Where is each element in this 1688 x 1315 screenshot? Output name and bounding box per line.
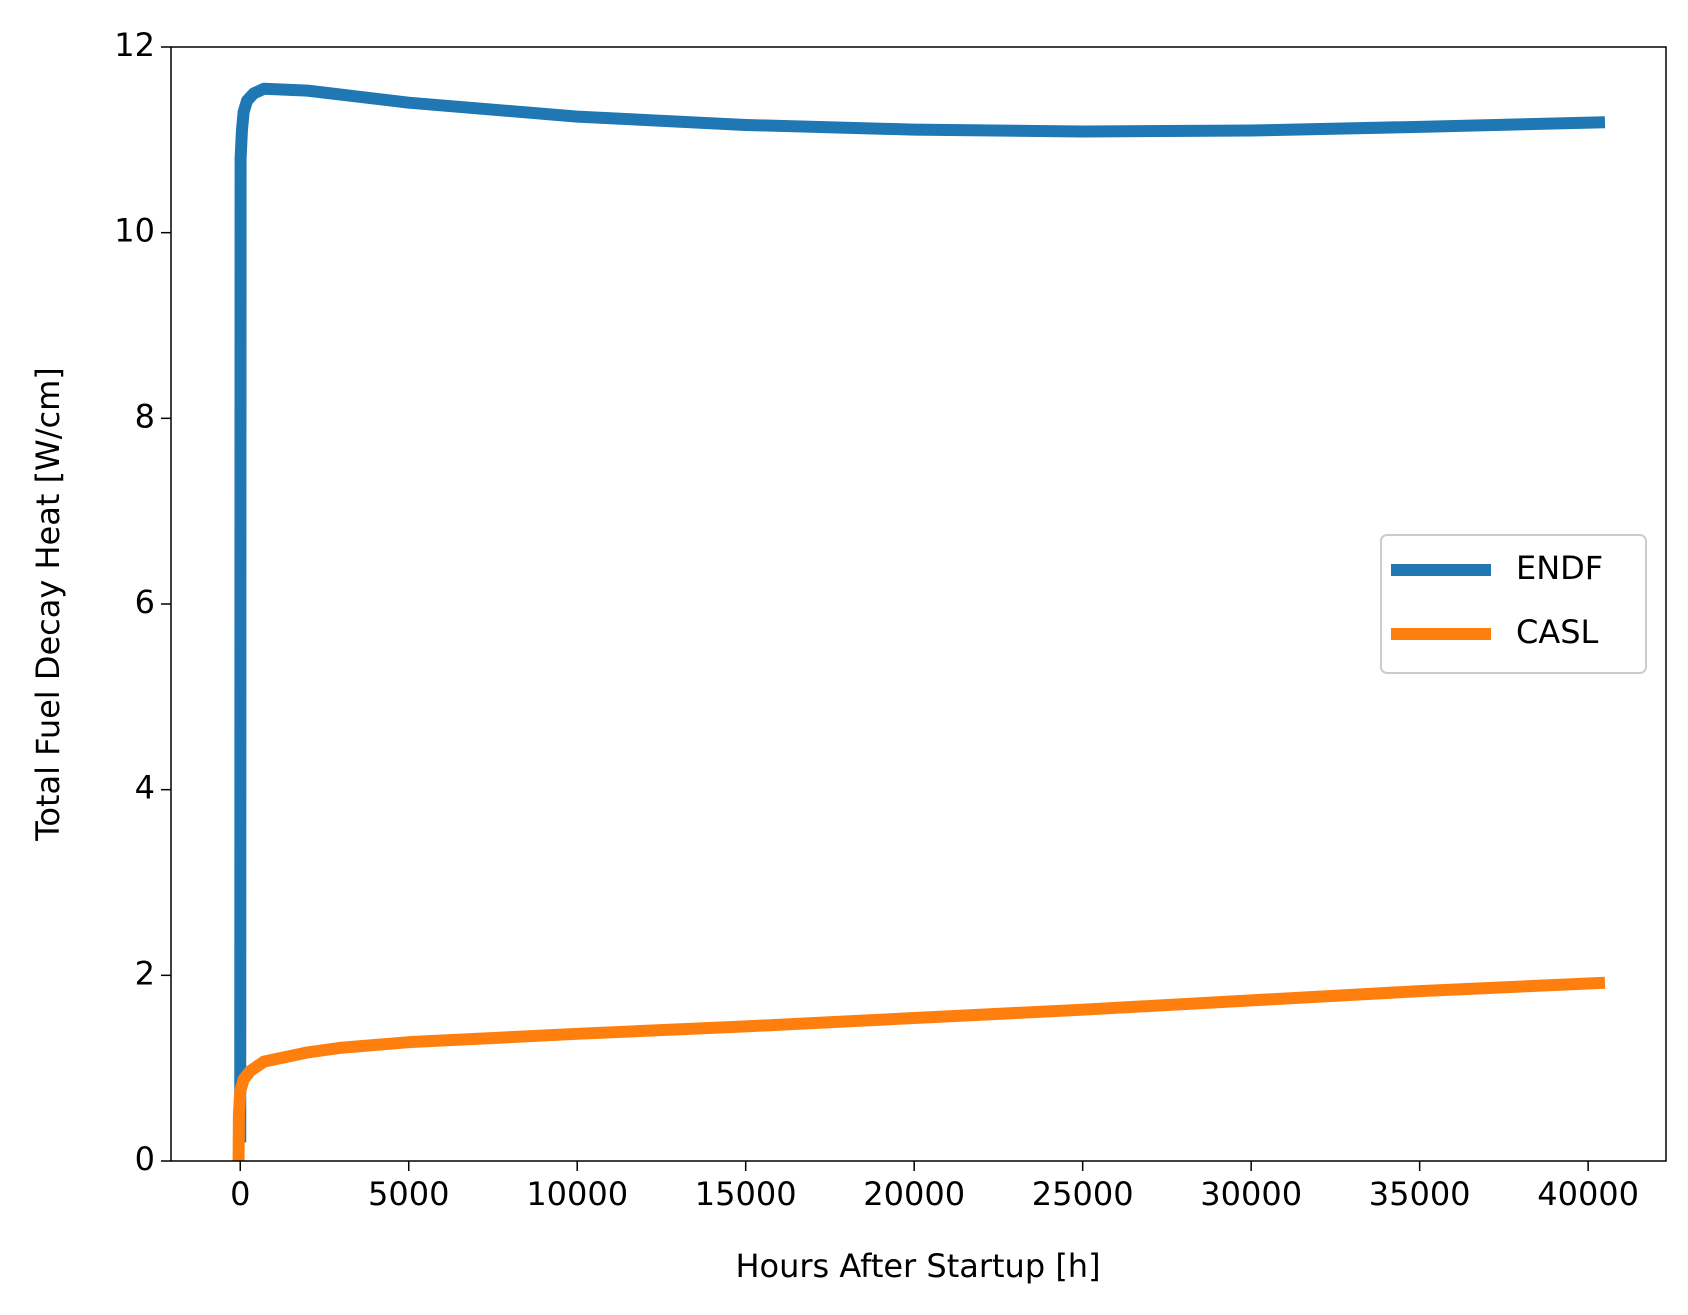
y-tick-label: 6 [135, 583, 155, 621]
line-series [234, 82, 1606, 1143]
x-tick-label: 25000 [1032, 1175, 1134, 1213]
plot-frame [170, 46, 1667, 1162]
y-tick-label: 4 [135, 769, 155, 807]
line-series [232, 976, 1606, 1161]
x-tick-label: 20000 [863, 1175, 965, 1213]
x-tick-label: 5000 [368, 1175, 449, 1213]
x-tick-label: 35000 [1369, 1175, 1471, 1213]
x-tick-label: 40000 [1537, 1175, 1639, 1213]
x-axis-label: Hours After Startup [h] [735, 1247, 1100, 1285]
legend-box [1380, 534, 1647, 674]
y-tick-label: 2 [135, 954, 155, 992]
y-tick-label: 0 [135, 1140, 155, 1178]
x-tick-label: 30000 [1200, 1175, 1302, 1213]
legend-label: CASL [1516, 613, 1599, 651]
y-tick-label: 10 [114, 212, 155, 250]
x-tick-label: 15000 [695, 1175, 797, 1213]
y-axis-label: Total Fuel Decay Heat [W/cm] [29, 367, 67, 841]
x-tick-label: 10000 [526, 1175, 628, 1213]
x-tick-label: 0 [230, 1175, 250, 1213]
legend-label: ENDF [1516, 549, 1603, 587]
y-tick-label: 8 [135, 397, 155, 435]
y-tick-label: 12 [114, 26, 155, 64]
